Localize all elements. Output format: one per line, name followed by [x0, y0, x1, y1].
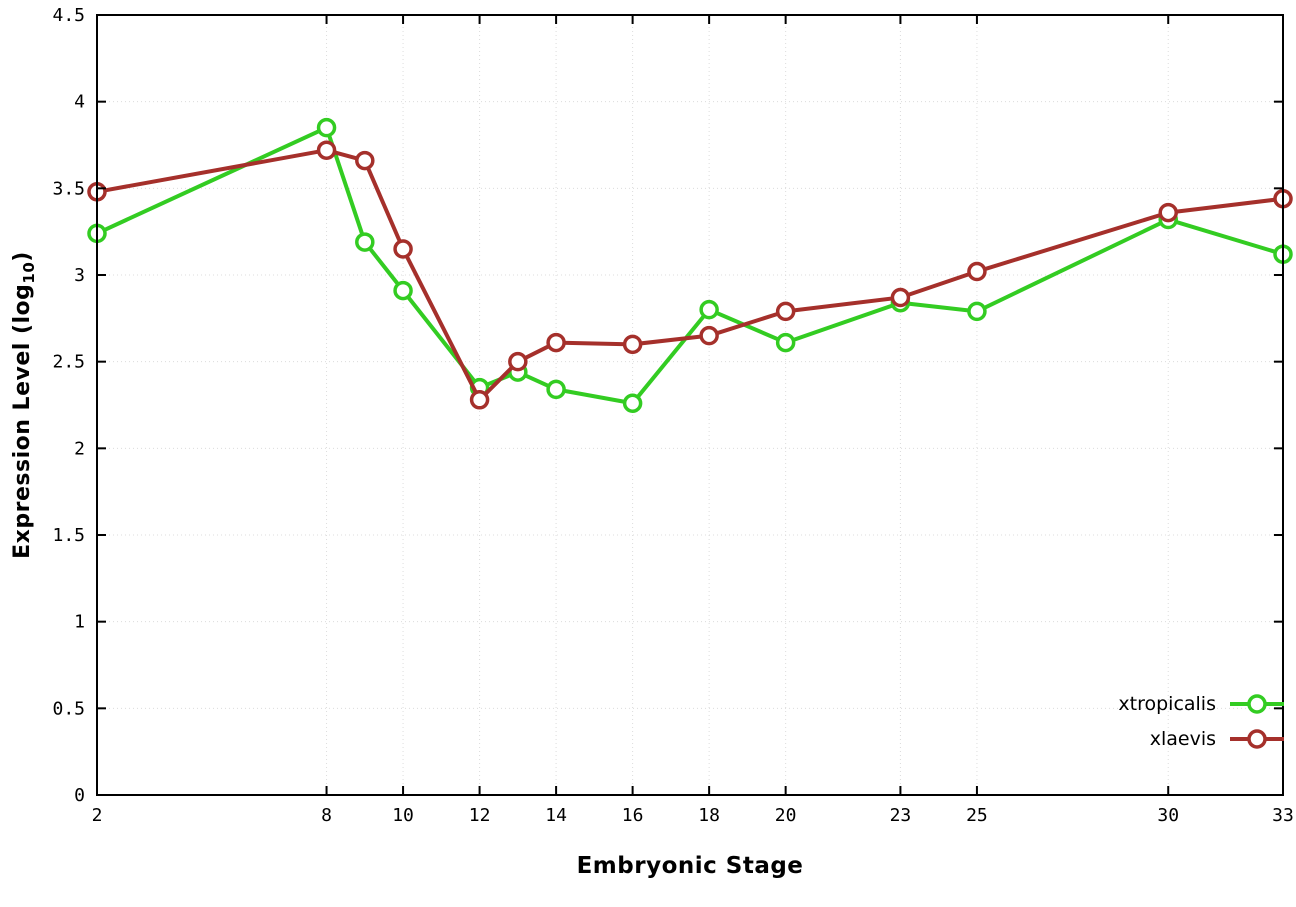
data-point-marker-xtropicalis: [967, 301, 987, 322]
data-point-marker-xtropicalis: [316, 117, 337, 138]
data-point-marker-xtropicalis: [393, 280, 413, 301]
data-point-marker-xlaevis: [890, 287, 911, 308]
y-tick-label: 3.5: [52, 178, 85, 199]
y-tick-label: 1.5: [52, 525, 85, 546]
legend: xtropicalis xlaevis: [1118, 686, 1286, 756]
y-tick-label: 4: [74, 92, 85, 113]
data-point-marker-xtropicalis: [699, 299, 719, 320]
x-tick-label: 2: [92, 805, 103, 826]
legend-label-xtropicalis: xtropicalis: [1118, 692, 1216, 715]
legend-marker-xlaevis: [1230, 728, 1284, 749]
data-point-marker-xlaevis: [508, 351, 528, 372]
data-point-marker-xlaevis: [775, 301, 796, 322]
y-axis-title-text: Expression Level (log: [9, 283, 35, 559]
series-line-xlaevis: [95, 148, 1285, 402]
y-tick-label: 4.5: [52, 5, 85, 26]
y-tick-label: 2.5: [52, 352, 85, 373]
y-axis-title-close: ): [9, 251, 35, 262]
data-point-marker-xtropicalis: [622, 393, 643, 414]
data-point-marker-xlaevis: [355, 150, 375, 171]
data-point-marker-xlaevis: [393, 239, 413, 259]
legend-item-xtropicalis: xtropicalis: [1118, 686, 1286, 721]
x-tick-label: 25: [966, 805, 988, 826]
data-point-marker-xtropicalis: [546, 379, 566, 400]
x-tick-label: 10: [392, 805, 414, 826]
x-tick-label: 20: [775, 805, 797, 826]
data-point-marker-xtropicalis: [775, 332, 796, 353]
legend-item-xlaevis: xlaevis: [1150, 721, 1286, 756]
data-point-marker-xlaevis: [316, 140, 337, 160]
data-point-marker-xlaevis: [546, 332, 566, 353]
x-tick-label: 8: [321, 805, 332, 826]
plot-border: [96, 14, 1284, 796]
data-point-marker-xlaevis: [1158, 202, 1178, 223]
x-tick-label: 18: [698, 805, 720, 826]
x-tick-label: 23: [890, 805, 912, 826]
y-tick-label: 0.5: [52, 698, 85, 719]
data-point-marker-xlaevis: [967, 261, 987, 282]
x-tick-label: 30: [1157, 805, 1179, 826]
series-line-xtropicalis: [95, 125, 1285, 406]
x-tick-label: 33: [1272, 805, 1294, 826]
data-point-marker-xtropicalis: [355, 232, 375, 252]
y-tick-label: 0: [74, 785, 85, 806]
y-axis-title: Expression Level (log10): [10, 251, 38, 559]
y-axis-title-subscript: 10: [20, 261, 39, 284]
x-tick-label: 14: [545, 805, 567, 826]
y-tick-label: 3: [74, 265, 85, 286]
data-point-marker-xlaevis: [469, 390, 490, 410]
legend-marker-xtropicalis: [1230, 693, 1284, 714]
x-tick-label: 16: [622, 805, 644, 826]
data-point-marker-xlaevis: [699, 325, 719, 346]
y-tick-label: 2: [74, 438, 85, 459]
x-axis-title: Embryonic Stage: [576, 853, 804, 879]
legend-label-xlaevis: xlaevis: [1149, 727, 1216, 750]
y-tick-label: 1: [74, 612, 85, 633]
x-tick-label: 12: [469, 805, 491, 826]
data-point-marker-xlaevis: [622, 334, 643, 355]
